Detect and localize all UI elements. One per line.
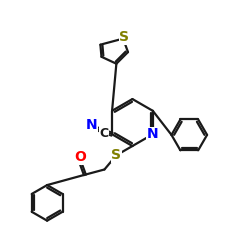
Text: N: N: [85, 118, 97, 132]
Text: S: S: [119, 30, 129, 44]
Text: N: N: [147, 127, 158, 141]
Text: C: C: [100, 127, 109, 140]
Text: O: O: [75, 150, 86, 164]
Text: S: S: [111, 148, 121, 162]
